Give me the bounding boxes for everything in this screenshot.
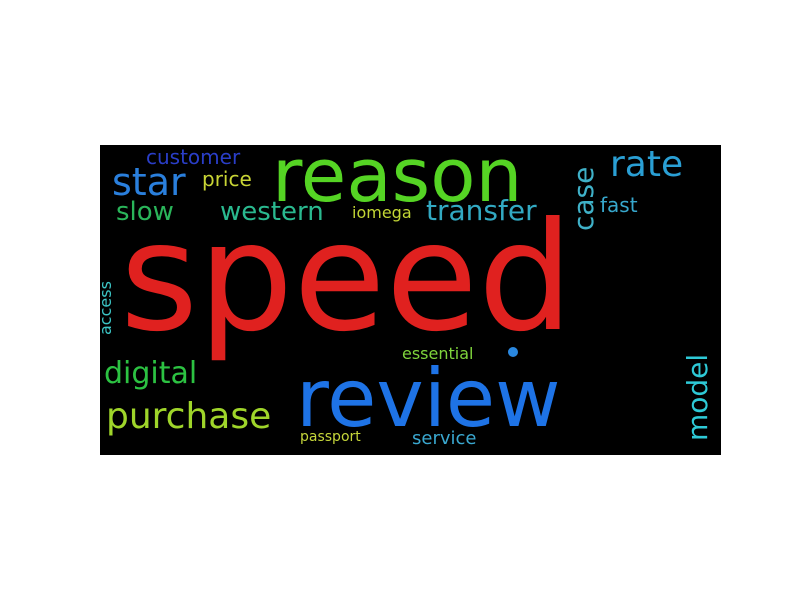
word-model: model	[681, 353, 714, 441]
word-passport: passport	[300, 429, 361, 445]
word-star: star	[112, 160, 186, 204]
word-price: price	[202, 167, 252, 191]
word-slow: slow	[116, 197, 174, 227]
word-transfer: transfer	[426, 194, 537, 227]
word-purchase: purchase	[106, 396, 272, 437]
word-essential: essential	[402, 344, 474, 363]
dot-mark	[508, 347, 518, 357]
word-case: case	[567, 166, 600, 231]
word-cloud: speed reason review rate star customer p…	[100, 145, 721, 455]
word-rate: rate	[610, 145, 684, 185]
word-reason: reason	[272, 145, 523, 219]
word-service: service	[412, 428, 477, 449]
word-digital: digital	[104, 356, 198, 391]
word-customer: customer	[146, 145, 241, 169]
word-speed: speed	[120, 191, 574, 365]
word-western: western	[220, 197, 324, 227]
word-fast: fast	[600, 193, 638, 217]
word-iomega: iomega	[352, 203, 412, 222]
word-access: access	[100, 281, 115, 335]
word-review: review	[296, 352, 561, 445]
